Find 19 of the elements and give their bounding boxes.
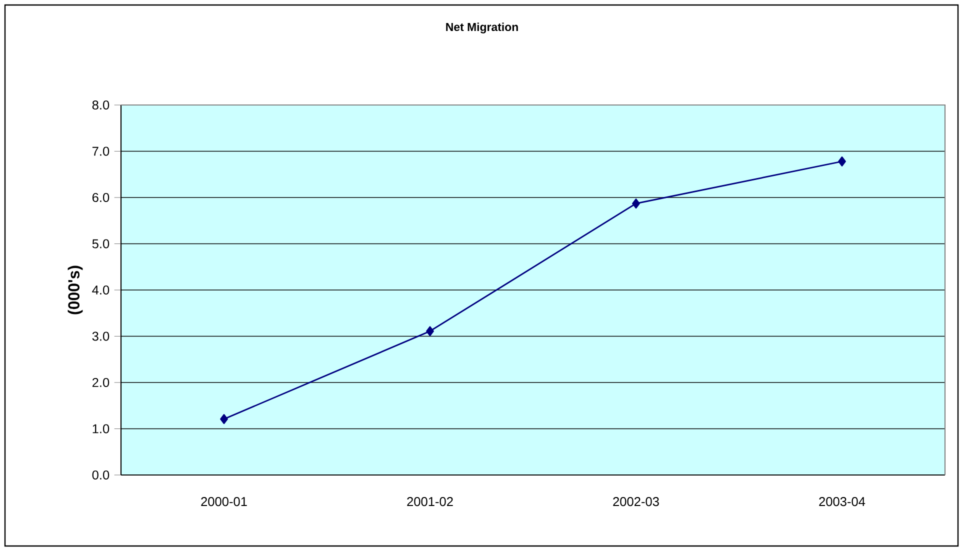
point (838, 156, 846, 166)
y-tick-label: 2.0 (92, 378, 110, 388)
y-tick-label: 4.0 (92, 285, 110, 295)
point (426, 326, 434, 336)
y-tick-label: 1.0 (92, 424, 110, 434)
x-tick-label: 2002-03 (613, 497, 659, 506)
chart-title: Net Migration (446, 22, 518, 34)
x-tick-label: 2001-02 (407, 497, 453, 506)
y-tick-label: 3.0 (92, 332, 110, 341)
point (632, 198, 640, 209)
y-axis-title: (000's) (68, 266, 83, 314)
y-tick-label: 0.0 (92, 470, 110, 480)
x-tick-label: 2000-01 (201, 497, 247, 506)
y-tick-label: 8.0 (92, 100, 110, 110)
y-tick-label: 5.0 (92, 239, 110, 248)
y-tick-label: 7.0 (92, 146, 110, 156)
point (220, 414, 228, 424)
x-tick-label: 2003-04 (819, 497, 866, 506)
y-tick-label: 6.0 (92, 192, 110, 202)
